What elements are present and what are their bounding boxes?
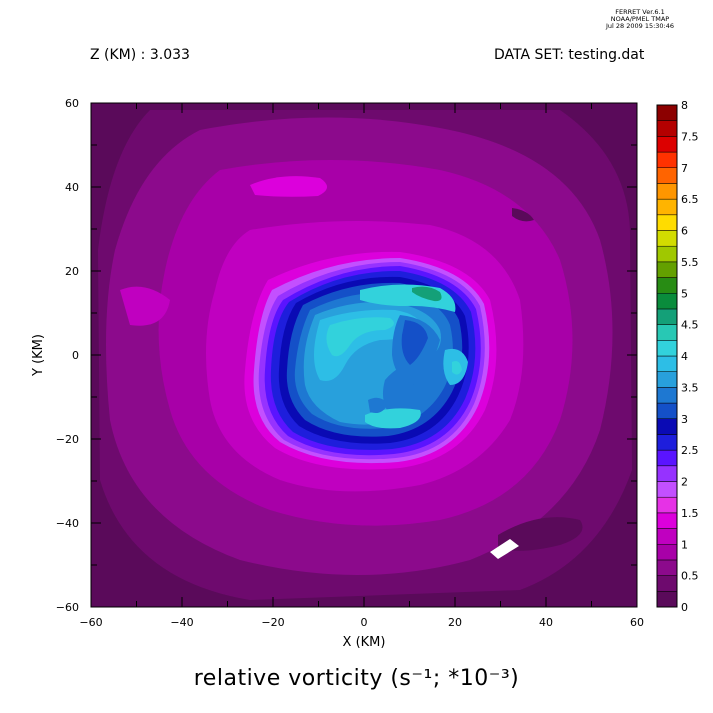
x-tick-label: 0 [361,616,368,629]
colorbar-swatch [656,449,678,467]
y-tick-label: 40 [65,181,79,194]
contour-small-blue [368,397,388,413]
stamp-line-3: Jul 28 2009 15:30:46 [605,22,675,30]
y-tick-label: 0 [72,349,79,362]
colorbar-label: 4 [681,350,688,363]
colorbar-swatch [656,214,678,231]
colorbar-label: 1.5 [681,507,699,520]
colorbar-swatch [656,402,678,419]
x-axis: −60 −40 −20 0 20 40 60 [79,103,644,629]
contour-lower-arm [365,408,421,429]
colorbar-label: 6.5 [681,193,699,206]
contour-spot-se [498,517,583,551]
colorbar-label: 0.5 [681,570,699,583]
colorbar-swatch [656,575,678,592]
colorbar-swatch [656,324,678,341]
contour-level-4 [326,317,394,357]
colorbar-swatch [656,387,678,404]
y-axis-label: Y (KM) [31,334,46,377]
colorbar-swatch [656,293,678,310]
colorbar-swatch [656,528,678,545]
colorbar-swatch [656,151,678,168]
contour-peak-green [412,286,442,302]
colorbar-swatch [656,496,678,514]
contour-field [91,103,637,607]
colorbar-swatch [656,230,678,247]
x-tick-label: −20 [261,616,284,629]
colorbar-swatch [656,198,678,216]
colorbar-swatch [656,136,678,153]
chart-title: relative vorticity (s⁻¹; *10⁻³) [193,666,520,691]
colorbar-label: 0 [681,601,688,614]
colorbar-label: 4.5 [681,319,699,332]
colorbar-label: 2.5 [681,444,699,457]
missing-data-patch [490,539,519,559]
colorbar-label: 2 [681,476,688,489]
colorbar-label: 7 [681,162,688,175]
contour-right-peak [452,361,462,375]
y-axis: −60 −40 −20 0 20 40 60 [56,97,637,614]
colorbar-label: 3.5 [681,381,699,394]
colorbar-swatch [656,104,678,121]
colorbar-label: 5 [681,287,688,300]
ferret-stamp: FERRET Ver.6.1 NOAA/PMEL TMAP Jul 28 200… [575,9,705,30]
y-tick-label: 60 [65,97,79,110]
dataset-label: DATA SET: testing.dat [494,47,645,63]
colorbar-swatch [656,465,678,482]
y-tick-label: −60 [56,601,79,614]
colorbar-swatch [656,277,678,294]
colorbar-label: 6 [681,225,688,238]
colorbar-swatch [656,512,678,529]
colorbar-swatch [656,261,678,278]
y-tick-label: 20 [65,265,79,278]
colorbar-label: 3 [681,413,688,426]
colorbar-swatch [656,434,678,451]
colorbar-swatch [656,183,678,200]
colorbar-swatch [656,340,678,357]
colorbar-swatch [656,544,678,561]
colorbar-swatch [656,591,678,608]
x-tick-label: 60 [630,616,644,629]
contour-center-dark [401,320,428,365]
colorbar-label: 1 [681,538,688,551]
colorbar-label: 5.5 [681,256,699,269]
colorbar-swatch [656,120,678,137]
colorbar-frame [656,104,678,608]
y-tick-label: −20 [56,433,79,446]
stamp-line-2: NOAA/PMEL TMAP [610,15,670,23]
x-tick-label: 20 [448,616,462,629]
x-tick-label: −40 [170,616,193,629]
colorbar-swatch [656,559,678,576]
y-tick-label: −40 [56,517,79,530]
colorbar-swatch [656,355,678,372]
x-tick-label: 40 [539,616,553,629]
z-level-label: Z (KM) : 3.033 [90,47,190,63]
colorbar-swatch [656,371,678,388]
contour-patch-left [120,286,170,326]
colorbar-swatch [656,308,678,325]
x-tick-label: −60 [79,616,102,629]
contour-spot-ne [512,208,534,222]
colorbar-label: 7.5 [681,130,699,143]
colorbar-swatch [656,418,678,435]
stamp-line-1: FERRET Ver.6.1 [615,8,665,16]
colorbar-swatch [656,167,678,184]
colorbar-label: 8 [681,99,688,112]
x-axis-label: X (KM) [343,635,386,650]
colorbar-swatch [656,481,678,498]
contour-patch-upper [250,176,328,197]
colorbar-swatch [656,245,678,263]
colorbar: 0 0.5 1 1.5 2 2.5 3 3.5 4 4.5 5 5.5 6 6.5 7 7.5 8 [656,99,699,614]
